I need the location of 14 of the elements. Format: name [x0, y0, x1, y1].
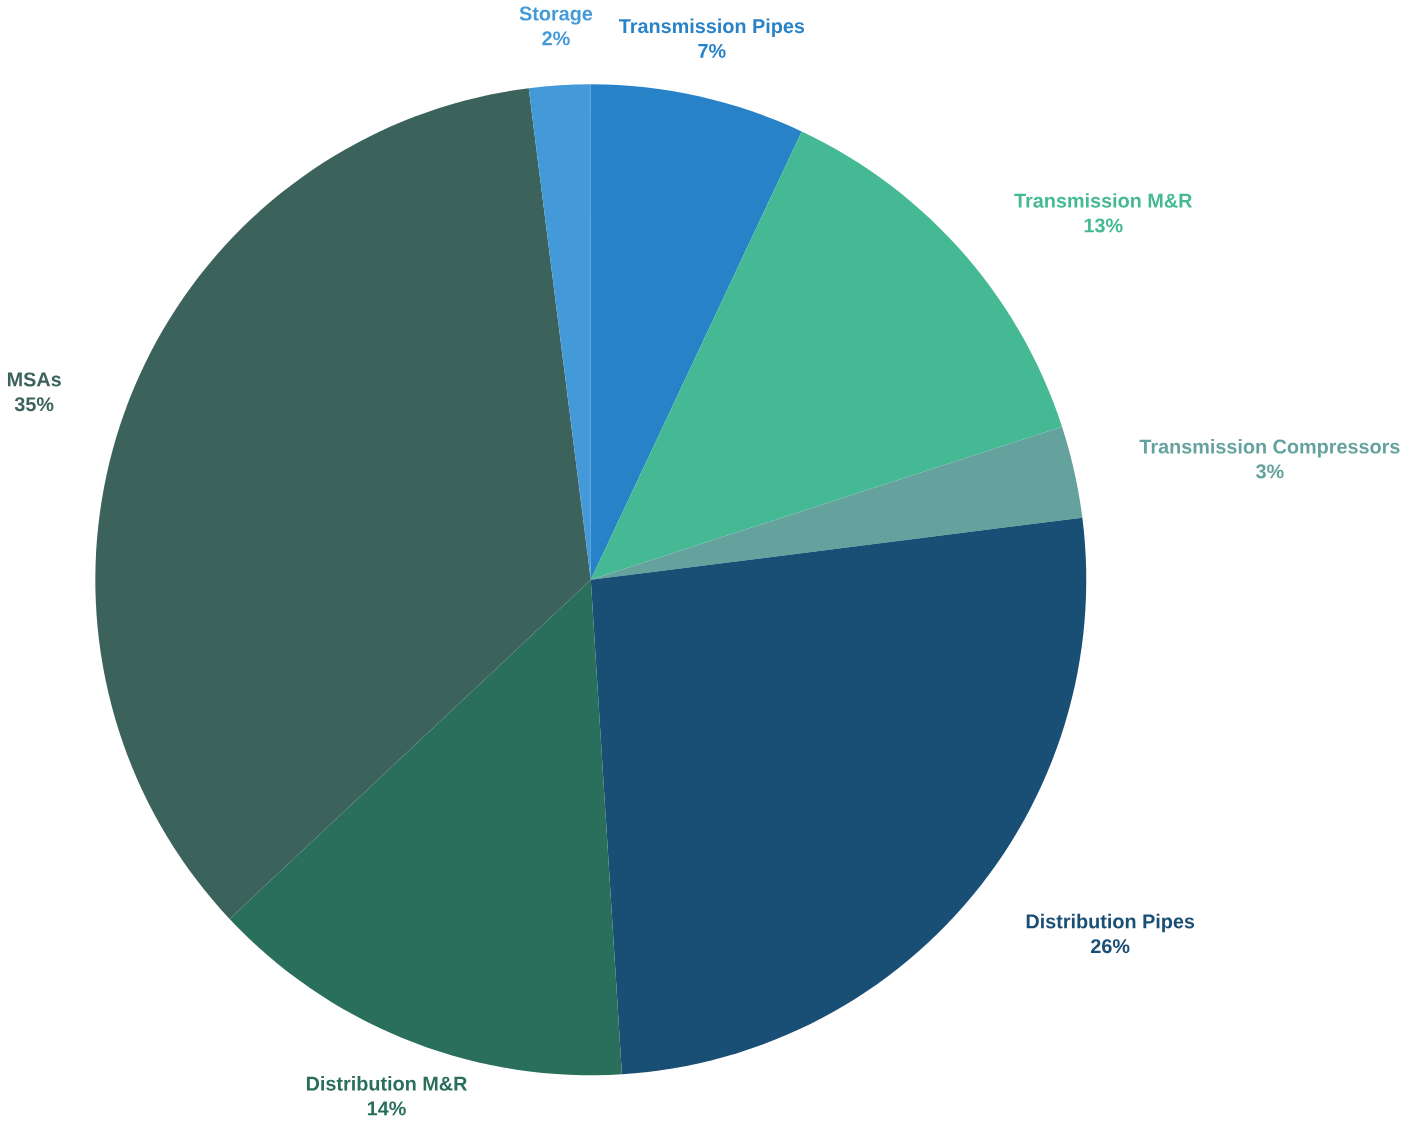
data-label: 14% [367, 1101, 406, 1116]
data-label: 7% [698, 43, 726, 58]
slice-label: Storage [519, 6, 593, 25]
slice-label: Transmission M&R [1014, 193, 1193, 208]
slice-label: Transmission Pipes [618, 18, 805, 38]
slice-label: MSAs [7, 372, 61, 387]
data-label: 13% [1084, 218, 1123, 233]
data-label: 3% [1256, 464, 1284, 479]
slice-label: Distribution Pipes [1026, 913, 1195, 933]
slice-label: Transmission Compressors [1139, 439, 1400, 458]
slice-label: Distribution M&R [306, 1076, 468, 1091]
data-label: 2% [542, 31, 570, 46]
data-label: 35% [14, 397, 54, 412]
data-label: 26% [1091, 939, 1130, 954]
